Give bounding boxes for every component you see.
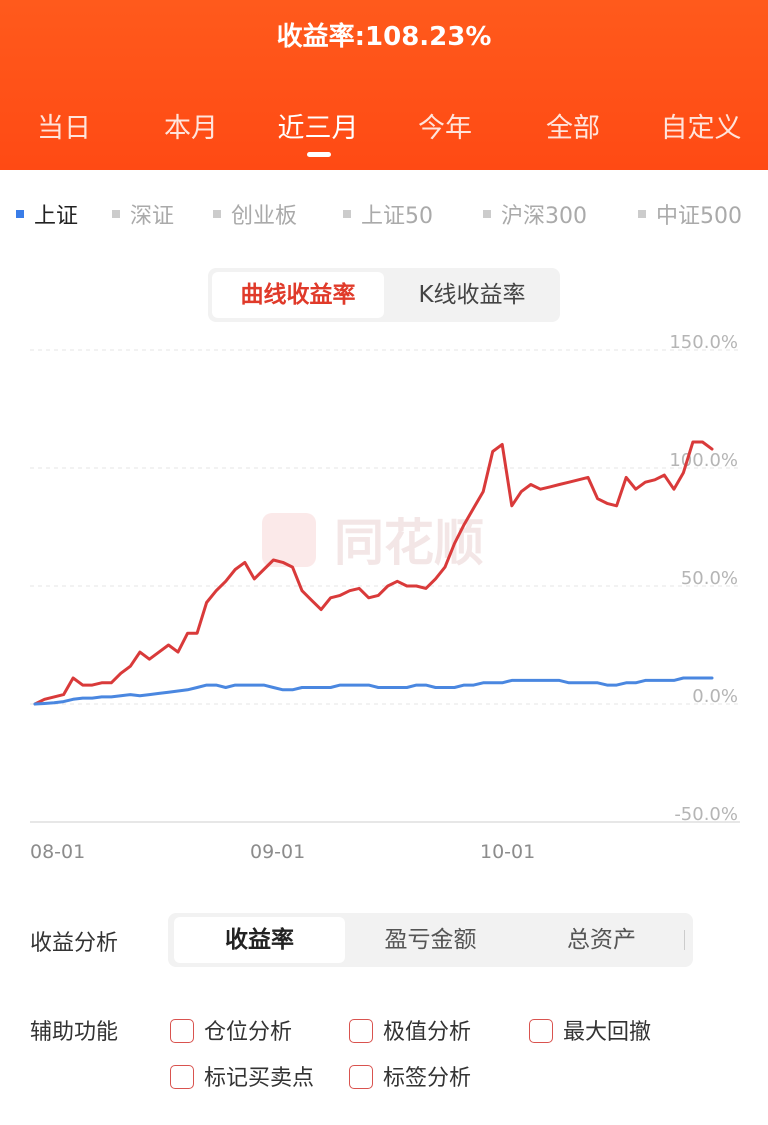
checkbox-tag-analysis[interactable]: 标签分析 <box>349 1060 471 1092</box>
tab-this-month[interactable]: 本月 <box>164 113 218 144</box>
legend-label: 深证 <box>130 204 175 229</box>
legend-item-csi500[interactable]: 中证500 <box>638 198 742 230</box>
curve-yield-button[interactable]: 曲线收益率 <box>212 272 384 318</box>
kline-yield-button[interactable]: K线收益率 <box>418 282 526 308</box>
tab-custom[interactable]: 自定义 <box>660 113 742 144</box>
analysis-segment-control: 收益率 盈亏金额 总资产 <box>168 913 693 967</box>
y-tick-label: 150.0% <box>669 332 738 353</box>
y-tick-label: 0.0% <box>692 686 738 707</box>
legend-label: 上证 <box>34 204 79 229</box>
checkbox-icon <box>349 1019 373 1043</box>
legend-label: 创业板 <box>231 204 298 229</box>
checkbox-label: 标签分析 <box>383 1066 472 1091</box>
legend-square-icon <box>213 210 221 218</box>
legend-item-shanghai[interactable]: 上证 <box>16 198 78 230</box>
tab-all[interactable]: 全部 <box>546 113 600 144</box>
y-tick-label: 100.0% <box>669 450 738 471</box>
checkbox-label: 极值分析 <box>383 1020 472 1045</box>
watermark-logo-icon <box>262 513 316 567</box>
x-tick-label: 08-01 <box>30 841 85 863</box>
checkbox-icon <box>170 1065 194 1089</box>
watermark: 同花顺 <box>334 514 484 572</box>
legend-square-icon <box>112 210 120 218</box>
checkbox-icon <box>529 1019 553 1043</box>
checkbox-label: 标记买卖点 <box>204 1066 315 1091</box>
legend-item-csi300[interactable]: 沪深300 <box>483 198 587 230</box>
checkbox-label: 仓位分析 <box>204 1020 293 1045</box>
x-tick-label: 09-01 <box>250 841 305 863</box>
segment-profit-loss[interactable]: 盈亏金额 <box>384 927 477 953</box>
yield-chart[interactable]: 150.0% 100.0% 50.0% 0.0% -50.0% 同花顺 08-01 09-01… <box>0 320 768 870</box>
segment-total-assets[interactable]: 总资产 <box>567 927 636 953</box>
series-line-shanghai-index <box>33 676 714 706</box>
tab-today[interactable]: 当日 <box>37 113 91 144</box>
legend-square-icon <box>343 210 351 218</box>
y-tick-label: 50.0% <box>681 568 738 589</box>
checkbox-mark-trades[interactable]: 标记买卖点 <box>170 1060 314 1092</box>
checkbox-icon <box>170 1019 194 1043</box>
active-tab-indicator <box>307 152 331 157</box>
checkbox-max-drawdown[interactable]: 最大回撤 <box>529 1014 651 1046</box>
x-tick-label: 10-01 <box>480 841 535 863</box>
checkbox-label: 最大回撤 <box>563 1020 652 1045</box>
legend-square-icon <box>16 210 24 218</box>
legend-label: 上证50 <box>361 204 433 229</box>
legend-square-icon <box>638 210 646 218</box>
header: 收益率:108.23% 当日 本月 近三月 今年 全部 自定义 <box>0 0 768 170</box>
legend-label: 沪深300 <box>501 204 587 229</box>
segment-yield[interactable]: 收益率 <box>174 917 345 963</box>
legend-item-chinext[interactable]: 创业板 <box>213 198 297 230</box>
legend-label: 中证500 <box>656 204 742 229</box>
chart-type-toggle: 曲线收益率 K线收益率 <box>208 268 560 322</box>
tab-this-year[interactable]: 今年 <box>418 113 472 144</box>
series-line-portfolio <box>33 440 714 706</box>
checkbox-icon <box>349 1065 373 1089</box>
aux-label: 辅助功能 <box>30 1020 119 1045</box>
legend-item-sse50[interactable]: 上证50 <box>343 198 433 230</box>
legend-item-shenzhen[interactable]: 深证 <box>112 198 174 230</box>
yield-title: 收益率:108.23% <box>276 22 492 52</box>
checkbox-extreme-analysis[interactable]: 极值分析 <box>349 1014 471 1046</box>
checkbox-position-analysis[interactable]: 仓位分析 <box>170 1014 292 1046</box>
legend-square-icon <box>483 210 491 218</box>
analysis-label: 收益分析 <box>30 931 119 956</box>
period-tabs: 当日 本月 近三月 今年 全部 自定义 <box>0 106 768 156</box>
segment-divider <box>684 930 685 950</box>
index-legend: 上证 深证 创业板 上证50 沪深300 中证500 <box>0 198 768 232</box>
tab-three-months[interactable]: 近三月 <box>277 113 359 144</box>
y-tick-label: -50.0% <box>674 804 738 825</box>
